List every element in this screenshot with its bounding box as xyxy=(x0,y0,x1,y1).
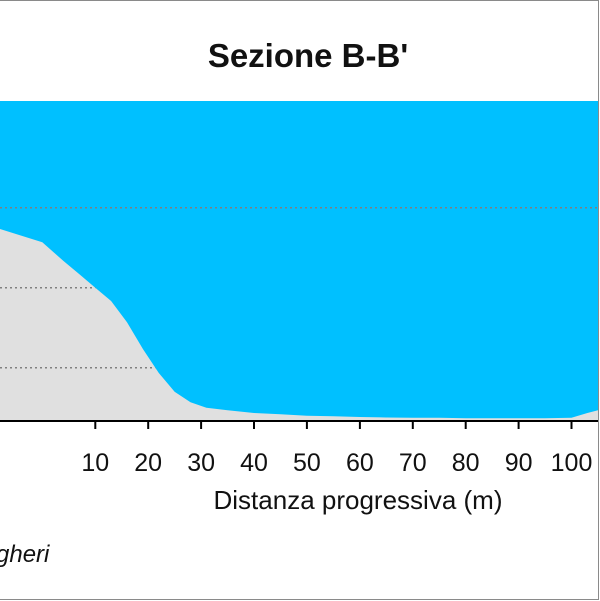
seabed-area xyxy=(0,229,598,421)
x-tick-label-40: 40 xyxy=(240,449,268,477)
plot-area xyxy=(0,101,598,421)
x-tick-label-60: 60 xyxy=(346,449,374,477)
x-tick-label-100: 100 xyxy=(551,449,593,477)
x-tick-label-80: 80 xyxy=(452,449,480,477)
x-tick-label-70: 70 xyxy=(399,449,427,477)
x-axis-title: Distanza progressiva (m) xyxy=(214,485,503,515)
credit-text: gheri xyxy=(0,541,50,568)
x-axis: 10 20 30 40 50 60 70 80 90 100 xyxy=(0,420,598,477)
x-tick-label-30: 30 xyxy=(187,449,215,477)
x-tick-label-10: 10 xyxy=(81,449,109,477)
x-tick-label-20: 20 xyxy=(134,449,162,477)
x-tick-label-50: 50 xyxy=(293,449,321,477)
chart-title: Sezione B-B' xyxy=(208,37,408,74)
x-tick-label-90: 90 xyxy=(505,449,533,477)
